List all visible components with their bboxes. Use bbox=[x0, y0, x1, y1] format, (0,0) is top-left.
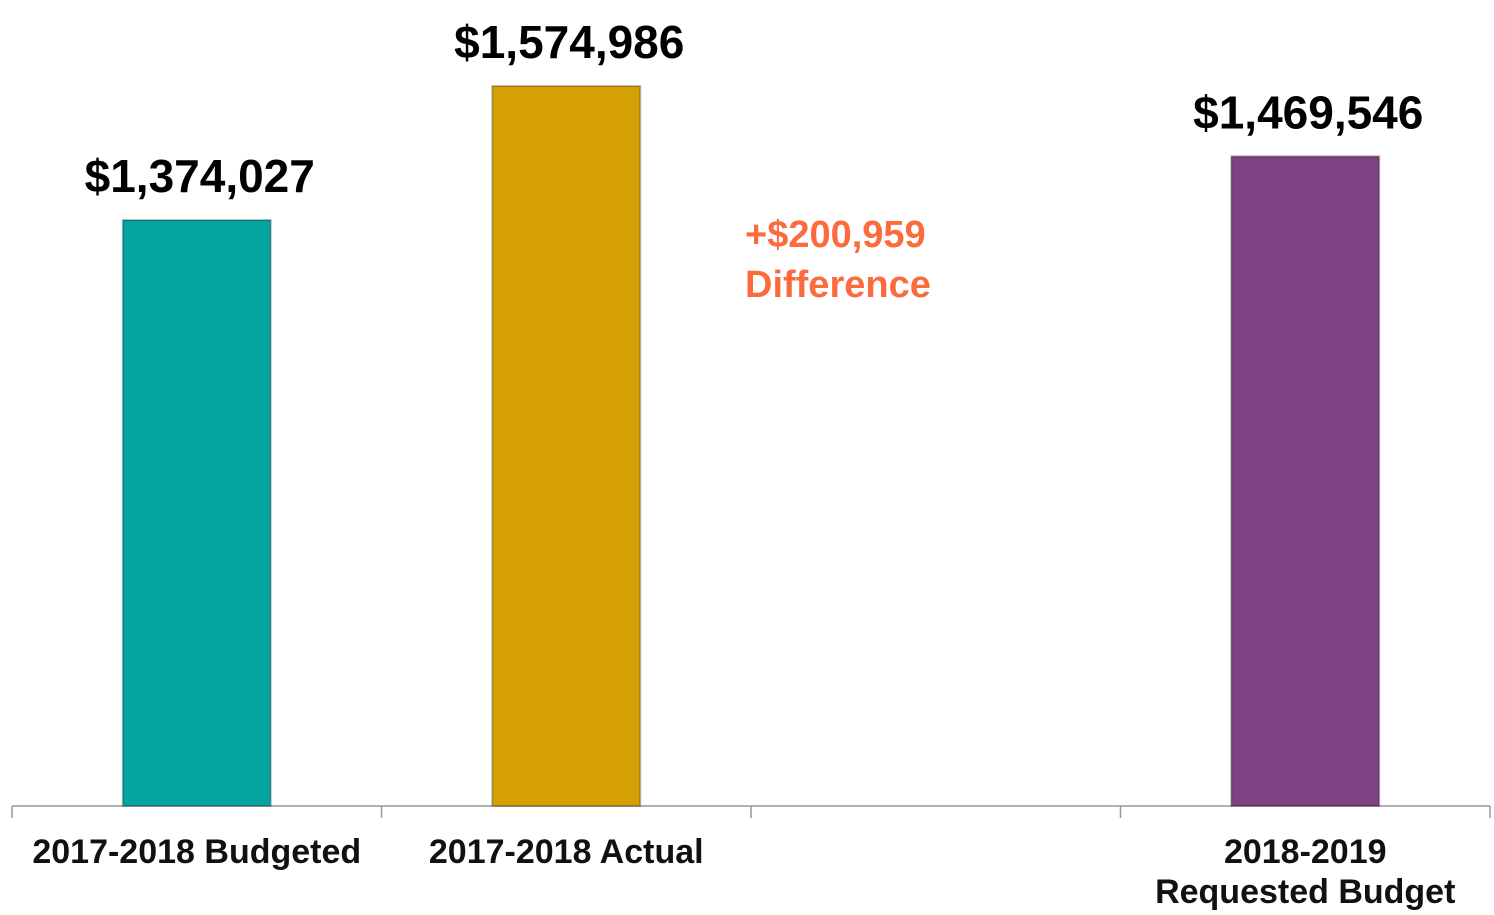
value-label: $1,574,986 bbox=[454, 16, 684, 68]
bar bbox=[1230, 155, 1381, 807]
bar bbox=[491, 85, 642, 807]
annotation: +$200,959 Difference bbox=[745, 214, 931, 306]
x-tick-label: 2018-2019 Requested Budget bbox=[1155, 833, 1456, 911]
bar bbox=[121, 218, 272, 807]
value-label: $1,374,027 bbox=[85, 150, 315, 202]
x-tick-label: 2017-2018 Actual bbox=[428, 833, 704, 871]
value-label: $1,469,546 bbox=[1193, 86, 1423, 138]
x-tick-label: 2017-2018 Budgeted bbox=[32, 833, 362, 871]
